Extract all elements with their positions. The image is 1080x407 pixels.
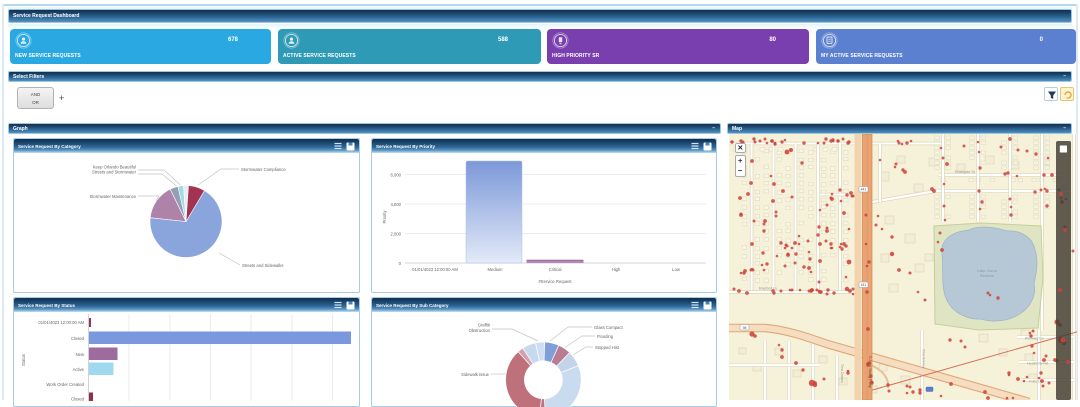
svg-text:98: 98 [743, 326, 747, 330]
svg-text:Keep Orlando Beautiful: Keep Orlando Beautiful [93, 165, 136, 170]
svg-text:Tina Downs: Tina Downs [840, 364, 844, 383]
svg-text:2,000: 2,000 [391, 231, 402, 236]
svg-text:01/01/4023 12:00:00 AM: 01/01/4023 12:00:00 AM [38, 320, 84, 325]
svg-text:4,000: 4,000 [391, 202, 402, 207]
svg-text:Critical: Critical [549, 267, 562, 272]
svg-text:Streets and Stormwater: Streets and Stormwater [92, 170, 137, 175]
svg-text:Lake Como: Lake Como [977, 269, 996, 273]
svg-text:Work Order Created: Work Order Created [46, 382, 84, 387]
svg-text:#Service Request: #Service Request [538, 279, 572, 284]
svg-text:Priority: Priority [382, 210, 387, 224]
svg-text:Closed: Closed [71, 336, 85, 341]
svg-text:Flooding: Flooding [597, 334, 614, 339]
svg-text:Stormwater Compliance: Stormwater Compliance [241, 167, 286, 172]
svg-text:6,000: 6,000 [391, 172, 402, 177]
svg-text:Obstruction: Obstruction [469, 328, 491, 333]
svg-text:Tina Avenue: Tina Avenue [922, 349, 926, 369]
svg-text:Potts Ln: Potts Ln [1029, 379, 1042, 383]
svg-text:Rosegate St: Rosegate St [955, 170, 975, 174]
svg-text:441: 441 [861, 188, 867, 192]
svg-text:Medium: Medium [488, 267, 503, 272]
svg-text:S John Young Pkwy: S John Young Pkwy [868, 356, 872, 388]
svg-text:01/01/4023 12:00:00 AM: 01/01/4023 12:00:00 AM [412, 267, 458, 272]
svg-text:Stopped Hist: Stopped Hist [595, 345, 620, 350]
svg-text:Stormwater Maintenance: Stormwater Maintenance [89, 194, 136, 199]
svg-text:Status: Status [21, 354, 26, 366]
svg-text:Streets and Sidewalks: Streets and Sidewalks [242, 263, 283, 268]
svg-text:Reserve: Reserve [980, 274, 994, 278]
svg-text:0: 0 [399, 261, 402, 266]
svg-text:Low: Low [672, 267, 681, 272]
svg-text:Heathrow Rd: Heathrow Rd [1027, 361, 1048, 365]
svg-text:Romney Ln: Romney Ln [1025, 336, 1043, 340]
svg-text:High: High [612, 267, 621, 272]
svg-text:Graffiti: Graffiti [478, 323, 490, 328]
svg-text:Sidewalk Issue: Sidewalk Issue [461, 372, 490, 377]
svg-text:Closed: Closed [71, 396, 85, 401]
svg-text:New: New [76, 352, 85, 357]
svg-text:Raeford Ln: Raeford Ln [759, 287, 777, 291]
svg-text:Glass Compact: Glass Compact [594, 325, 623, 330]
svg-text:441: 441 [861, 283, 867, 287]
svg-text:Active: Active [73, 367, 85, 372]
